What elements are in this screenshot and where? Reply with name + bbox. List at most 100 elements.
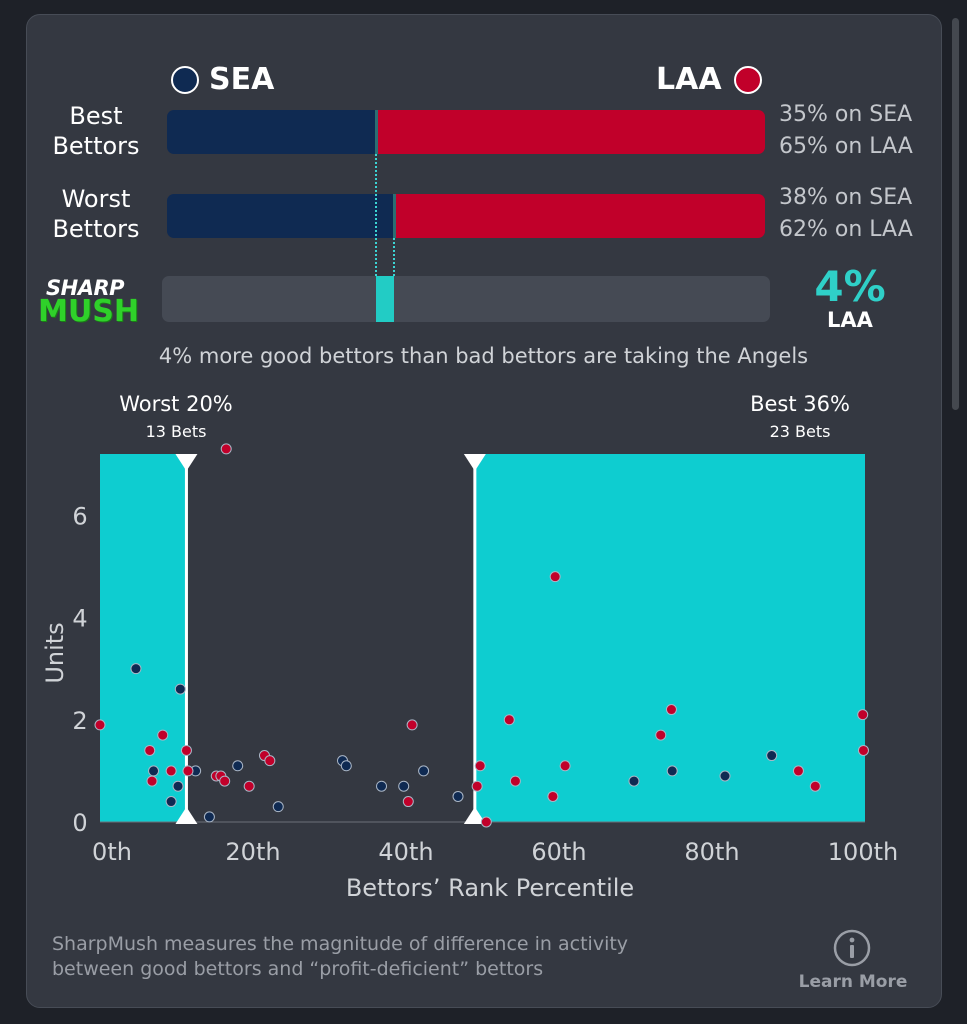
- best-home-segment: [377, 110, 765, 154]
- worst-bettors-bar: [167, 194, 765, 238]
- point-sea-8: [272, 801, 284, 813]
- point-sea-15: [628, 775, 640, 787]
- worst-split-guide: [393, 238, 396, 276]
- point-sea-13: [418, 765, 430, 777]
- footer-description: SharpMush measures the magnitude of diff…: [52, 932, 772, 982]
- worst-threshold-sub: 13 Bets: [145, 422, 207, 441]
- point-sea-4: [174, 683, 186, 695]
- point-laa-21: [547, 790, 559, 802]
- threshold-bottom-marker-1: [463, 807, 486, 824]
- y-tick-label: 6: [72, 502, 87, 530]
- point-laa-24: [655, 729, 667, 741]
- point-laa-10: [220, 443, 232, 455]
- threshold-bottom-marker-0: [175, 807, 198, 824]
- y-tick-label: 2: [72, 707, 87, 735]
- threshold-top-marker-0: [175, 454, 198, 471]
- point-laa-1: [144, 744, 156, 756]
- point-laa-5: [180, 744, 192, 756]
- logo-text-bottom: MUSH: [38, 294, 139, 329]
- worst-bettors-label: Worst Bettors: [40, 184, 152, 244]
- team-home-dot: [733, 65, 762, 94]
- team-away-header: SEA: [171, 62, 274, 97]
- info-circle-icon[interactable]: [832, 928, 872, 968]
- footer-line2: between good bettors and “profit-deficie…: [52, 958, 544, 980]
- point-laa-18: [480, 816, 492, 828]
- best-away-pct: 35% on SEA: [779, 102, 913, 127]
- point-sea-0: [130, 663, 142, 675]
- point-sea-1: [148, 765, 160, 777]
- x-tick-label: 0th: [92, 838, 132, 866]
- worst-threshold-title: Worst 20%: [119, 392, 233, 416]
- best-away-segment: [167, 110, 375, 154]
- best-bettors-bar: [167, 110, 765, 154]
- worst-label-line1: Worst: [61, 185, 131, 213]
- best-threshold-sub: 23 Bets: [769, 422, 831, 441]
- y-axis-label: Units: [41, 622, 69, 683]
- point-sea-17: [719, 770, 731, 782]
- worst-home-segment: [395, 194, 765, 238]
- sharpmush-team: LAA: [827, 308, 873, 332]
- x-tick-label: 60th: [531, 838, 586, 866]
- point-laa-3: [157, 729, 169, 741]
- point-laa-23: [559, 760, 571, 772]
- point-laa-20: [509, 775, 521, 787]
- point-laa-22: [549, 571, 561, 583]
- threshold-top-marker-1: [463, 454, 486, 471]
- sharpmush-summary: 4% more good bettors than bad bettors ar…: [158, 344, 809, 368]
- point-laa-13: [264, 755, 276, 767]
- point-laa-26: [792, 765, 804, 777]
- point-laa-15: [406, 719, 418, 731]
- point-laa-19: [503, 714, 515, 726]
- point-laa-17: [474, 760, 486, 772]
- point-laa-27: [809, 780, 821, 792]
- point-laa-29: [857, 744, 869, 756]
- point-laa-0: [94, 719, 106, 731]
- team-home-abbr: LAA: [656, 62, 722, 97]
- worst-label-line2: Bettors: [52, 215, 140, 243]
- point-sea-10: [340, 760, 352, 772]
- point-sea-11: [376, 780, 388, 792]
- shaded-region-1: [474, 454, 865, 822]
- y-tick-label: 4: [72, 605, 87, 633]
- x-tick-label: 20th: [225, 838, 280, 866]
- best-threshold-title: Best 36%: [750, 392, 850, 416]
- worst-home-pct: 62% on LAA: [779, 217, 913, 242]
- x-tick-label: 40th: [378, 838, 433, 866]
- best-segment-divider: [374, 110, 378, 154]
- sharpmush-track: [162, 276, 770, 322]
- best-bettors-label: Best Bettors: [40, 101, 152, 161]
- logo-text-top: SHARP: [46, 276, 125, 300]
- point-laa-16: [471, 780, 483, 792]
- x-tick-label: 100th: [828, 838, 898, 866]
- point-sea-14: [452, 790, 464, 802]
- team-home-header: LAA: [656, 62, 762, 97]
- best-label-line1: Best: [69, 102, 123, 130]
- learn-more-link[interactable]: Learn More: [798, 972, 908, 992]
- point-laa-4: [165, 765, 177, 777]
- x-tick-label: 80th: [684, 838, 739, 866]
- point-laa-28: [857, 709, 869, 721]
- point-sea-3: [172, 780, 184, 792]
- worst-away-pct: 38% on SEA: [779, 185, 913, 210]
- point-sea-16: [666, 765, 678, 777]
- team-away-dot: [171, 65, 199, 94]
- best-split-guide: [375, 154, 378, 276]
- best-home-pct: 65% on LAA: [779, 134, 913, 159]
- point-laa-9: [219, 775, 231, 787]
- team-away-abbr: SEA: [209, 62, 275, 97]
- point-laa-14: [402, 796, 414, 808]
- sharpmush-logo: SHARP MUSH: [36, 276, 150, 336]
- shaded-region-0: [100, 454, 187, 822]
- sharpmush-value: 4%: [814, 262, 886, 311]
- sharpmush-fill: [376, 276, 395, 322]
- worst-away-segment: [167, 194, 393, 238]
- point-sea-6: [203, 811, 215, 823]
- x-axis-label: Bettors’ Rank Percentile: [346, 874, 634, 902]
- scrollbar-thumb[interactable]: [952, 18, 959, 410]
- point-sea-18: [766, 750, 778, 762]
- point-laa-6: [182, 765, 194, 777]
- point-sea-2: [165, 796, 177, 808]
- footer-line1: SharpMush measures the magnitude of diff…: [52, 933, 629, 955]
- point-sea-12: [398, 780, 410, 792]
